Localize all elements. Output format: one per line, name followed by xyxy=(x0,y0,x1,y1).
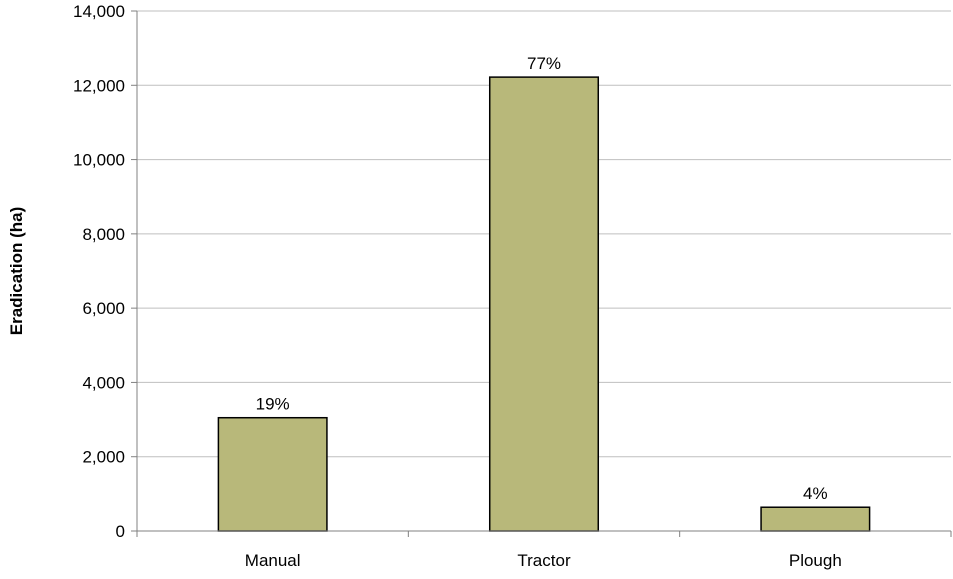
bar-manual xyxy=(217,416,328,532)
axes xyxy=(131,10,952,537)
y-tick-label: 14,000 xyxy=(73,2,125,21)
y-tick-label: 12,000 xyxy=(73,76,125,95)
data-label: 77% xyxy=(527,54,561,73)
y-tick-label: 2,000 xyxy=(82,448,125,467)
bars xyxy=(217,76,871,532)
y-tick-label: 10,000 xyxy=(73,151,125,170)
labels: 0 2,000 4,000 6,000 8,000 10,000 12,000 14,000 1… xyxy=(73,2,842,570)
data-label: 4% xyxy=(803,484,828,503)
y-tick-label: 8,000 xyxy=(82,225,125,244)
bar-plough xyxy=(760,506,871,532)
y-axis-title: Eradication (ha) xyxy=(7,207,26,335)
data-label: 19% xyxy=(256,395,290,414)
x-category-label: Manual xyxy=(245,551,301,570)
y-tick-label: 6,000 xyxy=(82,299,125,318)
x-category-label: Tractor xyxy=(517,551,571,570)
y-tick-label: 4,000 xyxy=(82,373,125,392)
bar-tractor xyxy=(488,76,600,532)
x-category-label: Plough xyxy=(789,551,842,570)
y-tick-label: 0 xyxy=(116,522,125,541)
